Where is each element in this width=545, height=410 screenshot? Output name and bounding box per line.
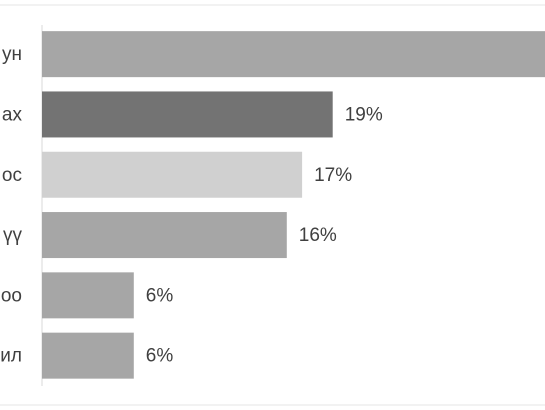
- value-label: 6%: [146, 285, 174, 306]
- bar: [42, 272, 134, 319]
- bar: [42, 332, 134, 379]
- category-label: ах: [2, 104, 23, 125]
- bar: [42, 212, 287, 259]
- bar: [42, 91, 333, 138]
- category-label: оо: [1, 285, 22, 306]
- category-label: ос: [2, 165, 22, 186]
- category-label: ун: [2, 44, 22, 65]
- value-label: 6%: [146, 346, 174, 367]
- category-label: үү: [3, 225, 23, 246]
- category-label: ил: [0, 346, 22, 367]
- bar: [42, 151, 303, 198]
- bar: [42, 31, 545, 78]
- value-label: 19%: [345, 104, 383, 125]
- value-label: 17%: [314, 165, 352, 186]
- value-label: 16%: [299, 225, 337, 246]
